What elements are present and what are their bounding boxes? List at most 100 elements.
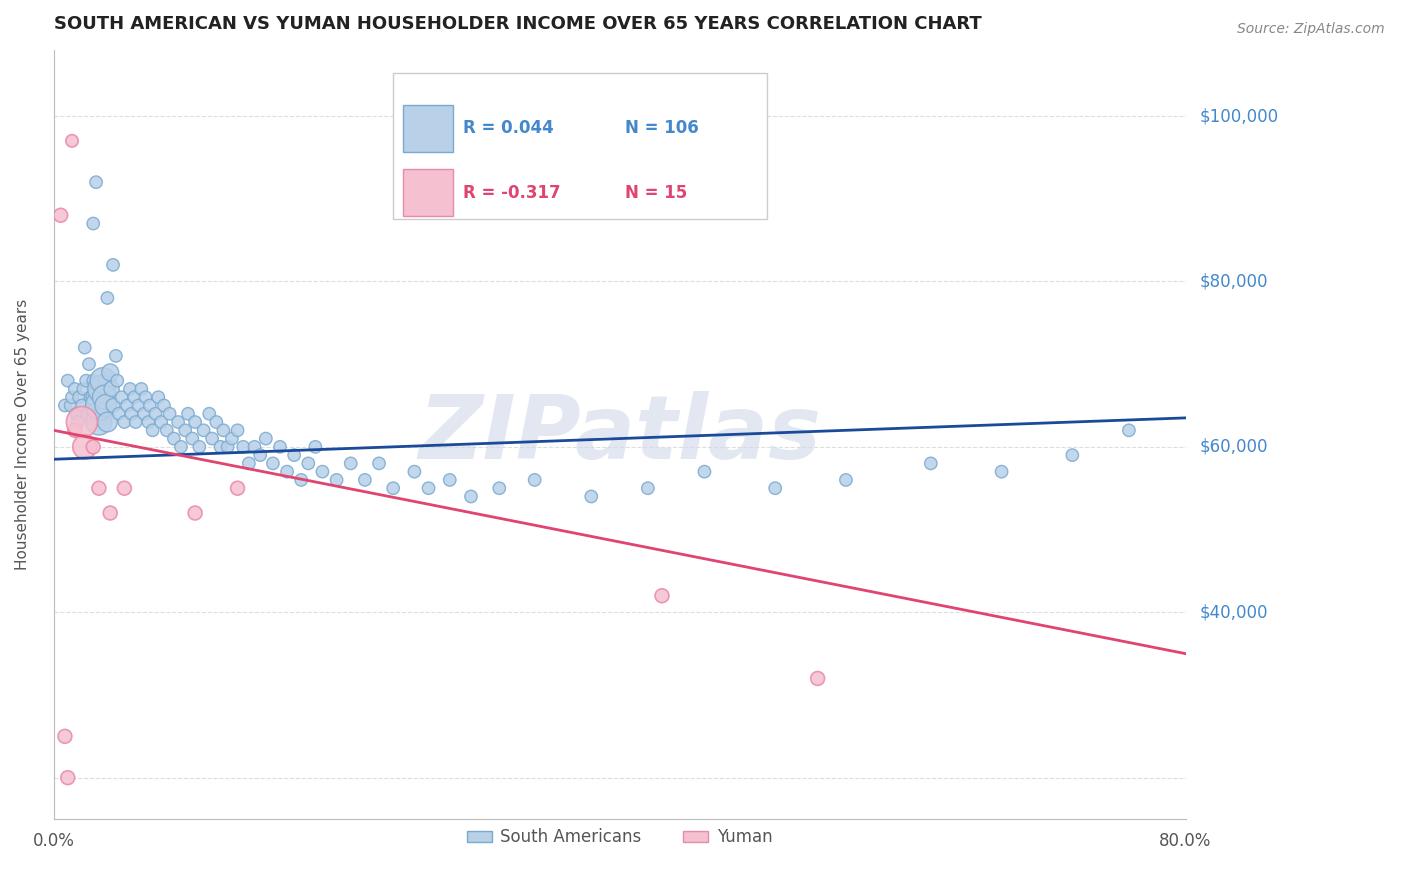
Point: [807, 672, 830, 686]
Point: [75, 374, 97, 388]
Point: [205, 415, 228, 429]
Point: [134, 407, 156, 421]
Point: [77, 357, 100, 371]
Point: [290, 473, 312, 487]
Point: [93, 390, 115, 404]
Point: [70, 415, 93, 429]
Point: [1062, 448, 1084, 462]
Point: [637, 481, 659, 495]
Point: [63, 382, 86, 396]
Point: [104, 349, 127, 363]
Point: [382, 481, 405, 495]
Point: [153, 399, 176, 413]
Point: [763, 481, 786, 495]
Point: [181, 432, 204, 446]
Point: [49, 208, 72, 222]
Point: [297, 456, 319, 470]
Point: [232, 440, 254, 454]
FancyBboxPatch shape: [404, 105, 453, 152]
Point: [91, 374, 114, 388]
Point: [98, 506, 121, 520]
Point: [404, 465, 426, 479]
Point: [98, 365, 121, 379]
Point: [139, 399, 162, 413]
Point: [101, 399, 124, 413]
Point: [66, 415, 89, 429]
Point: [835, 473, 858, 487]
Point: [94, 399, 117, 413]
Point: [226, 423, 249, 437]
Point: [82, 374, 104, 388]
Point: [59, 399, 82, 413]
Text: N = 15: N = 15: [626, 184, 688, 202]
Text: $60,000: $60,000: [1199, 438, 1268, 456]
Point: [209, 440, 232, 454]
Point: [115, 399, 138, 413]
Text: ZIPatlas: ZIPatlas: [418, 391, 821, 478]
Point: [63, 423, 86, 437]
Point: [368, 456, 391, 470]
Point: [249, 448, 271, 462]
Point: [339, 456, 361, 470]
Point: [112, 481, 135, 495]
Point: [84, 390, 107, 404]
Point: [84, 175, 107, 189]
Point: [174, 423, 197, 437]
Text: Source: ZipAtlas.com: Source: ZipAtlas.com: [1237, 22, 1385, 37]
Point: [439, 473, 461, 487]
Point: [72, 382, 94, 396]
Point: [418, 481, 440, 495]
Point: [177, 407, 200, 421]
Y-axis label: Householder Income Over 65 years: Householder Income Over 65 years: [15, 299, 30, 570]
Point: [523, 473, 546, 487]
Legend: South Americans, Yuman: South Americans, Yuman: [460, 822, 779, 853]
Point: [53, 729, 76, 743]
Point: [460, 490, 482, 504]
Point: [96, 291, 118, 305]
Text: R = 0.044: R = 0.044: [464, 120, 554, 137]
Point: [89, 399, 111, 413]
FancyBboxPatch shape: [404, 169, 453, 216]
Point: [60, 390, 83, 404]
Point: [254, 432, 277, 446]
Point: [304, 440, 326, 454]
Point: [76, 407, 98, 421]
Point: [73, 341, 96, 355]
Point: [920, 456, 942, 470]
Point: [82, 217, 104, 231]
Point: [488, 481, 510, 495]
Text: N = 106: N = 106: [626, 120, 699, 137]
Text: $100,000: $100,000: [1199, 107, 1278, 125]
Point: [105, 374, 128, 388]
Point: [120, 407, 142, 421]
Point: [269, 440, 291, 454]
Point: [156, 423, 179, 437]
Point: [311, 465, 333, 479]
Point: [107, 407, 129, 421]
Point: [198, 407, 221, 421]
Text: R = -0.317: R = -0.317: [464, 184, 561, 202]
Point: [101, 258, 124, 272]
Point: [243, 440, 266, 454]
Point: [217, 440, 239, 454]
Point: [262, 456, 284, 470]
Point: [100, 382, 122, 396]
Point: [112, 415, 135, 429]
Point: [276, 465, 298, 479]
Point: [193, 423, 215, 437]
Point: [87, 415, 110, 429]
Point: [142, 423, 165, 437]
Point: [159, 407, 181, 421]
Point: [581, 490, 603, 504]
Point: [138, 415, 160, 429]
Point: [135, 390, 157, 404]
Point: [651, 589, 673, 603]
Point: [82, 440, 104, 454]
Point: [70, 399, 93, 413]
Point: [60, 134, 83, 148]
Point: [163, 432, 186, 446]
Point: [118, 382, 141, 396]
Point: [184, 415, 207, 429]
Point: [148, 390, 170, 404]
Point: [1118, 423, 1140, 437]
